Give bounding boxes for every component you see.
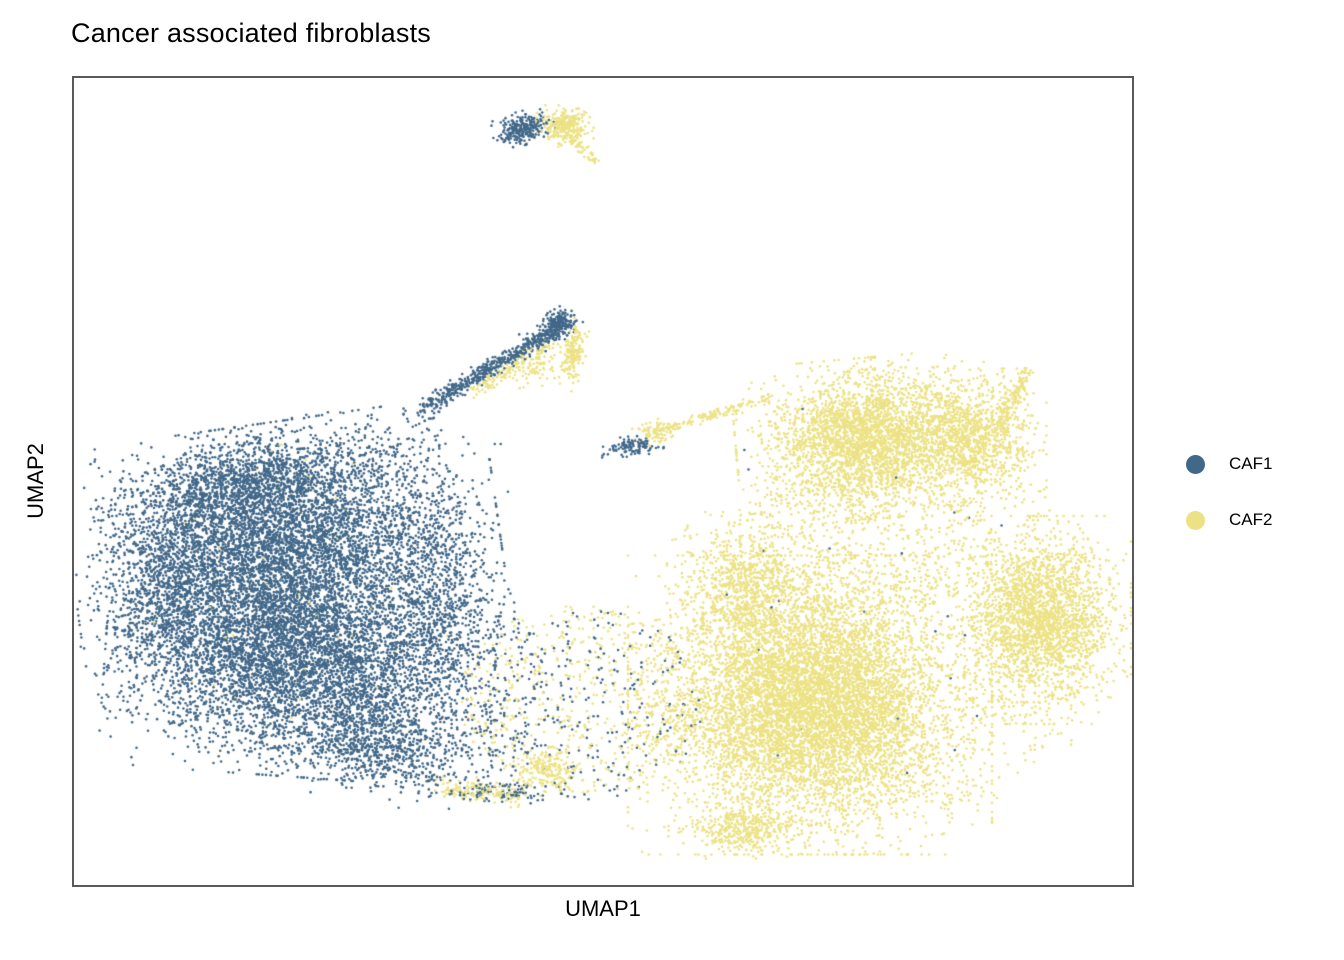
legend-label-caf2: CAF2	[1229, 510, 1273, 529]
umap-scatter-canvas	[74, 78, 1132, 885]
legend-item-caf1: CAF1	[1186, 454, 1272, 474]
y-axis-label: UMAP2	[23, 443, 48, 519]
legend-dot-caf2-icon	[1186, 510, 1205, 530]
plot-title: Cancer associated fibroblasts	[71, 18, 431, 48]
plot-panel	[72, 76, 1134, 887]
legend: CAF1 CAF2	[1186, 454, 1272, 530]
legend-label-caf1: CAF1	[1229, 454, 1273, 473]
legend-dot-caf1-icon	[1186, 454, 1205, 474]
x-axis-label: UMAP1	[565, 896, 641, 921]
legend-item-caf2: CAF2	[1186, 510, 1272, 530]
